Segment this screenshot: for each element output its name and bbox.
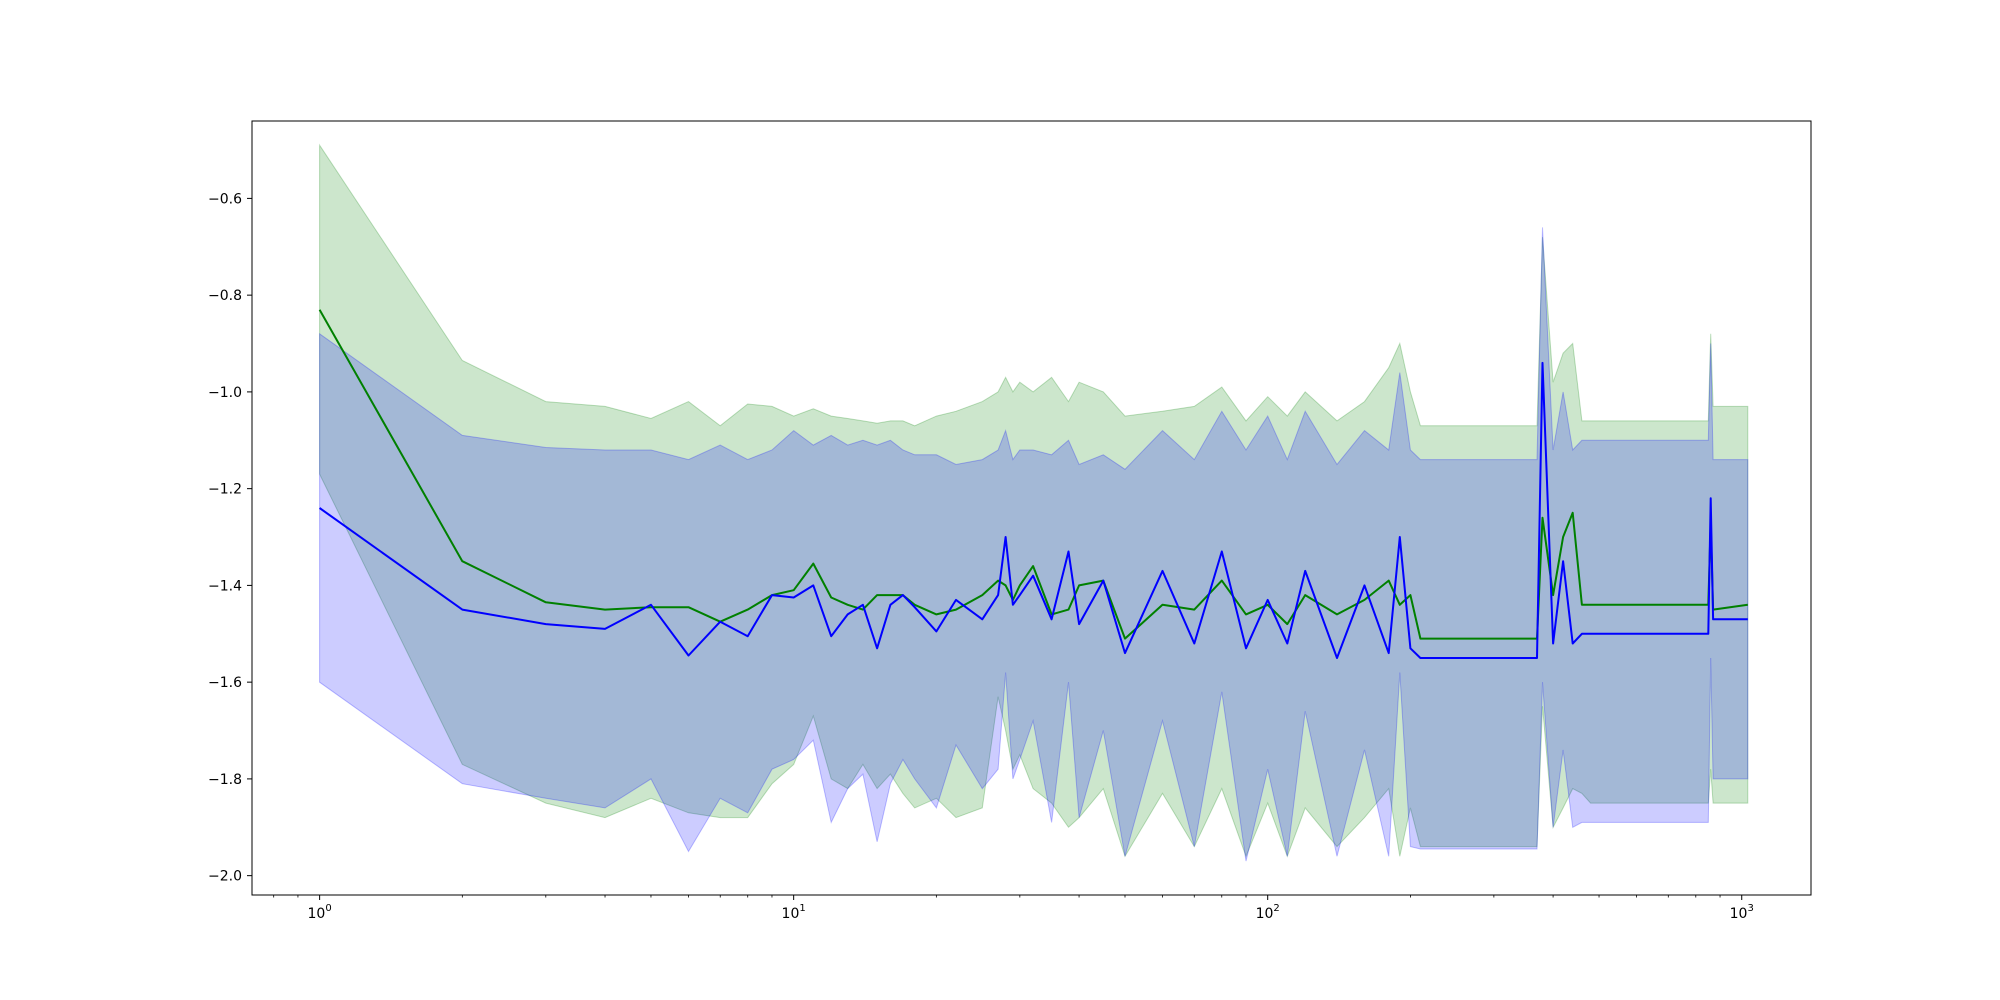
x-tick-label: 101 [782, 903, 806, 922]
y-tick-label: −0.8 [208, 288, 242, 304]
x-axis: 100 101 102 103 [273, 895, 1754, 922]
x-tick-label: 102 [1256, 903, 1280, 922]
y-tick-label: −1.0 [208, 385, 242, 401]
band-series-2 [319, 227, 1749, 862]
y-tick-label: −0.6 [208, 191, 242, 207]
line-series-1 [318, 309, 1748, 640]
y-tick-label: −2.0 [208, 869, 242, 885]
plot-frame [251, 120, 1812, 896]
y-tick-label: −1.2 [208, 482, 242, 498]
x-tick-label: 103 [1730, 903, 1754, 922]
series-lines [318, 309, 1748, 659]
y-axis: −0.6 −0.8 −1.0 −1.2 −1.4 −1.6 −1.8 −2.0 [208, 191, 252, 885]
y-tick-label: −1.4 [208, 578, 242, 594]
line-series-2 [319, 361, 1748, 659]
confidence-bands [319, 143, 1749, 862]
plot-area [252, 121, 1811, 895]
y-tick-label: −1.6 [208, 675, 242, 691]
band-series-1 [319, 143, 1749, 858]
y-tick-label: −1.8 [208, 772, 242, 788]
x-tick-label: 100 [308, 903, 332, 922]
